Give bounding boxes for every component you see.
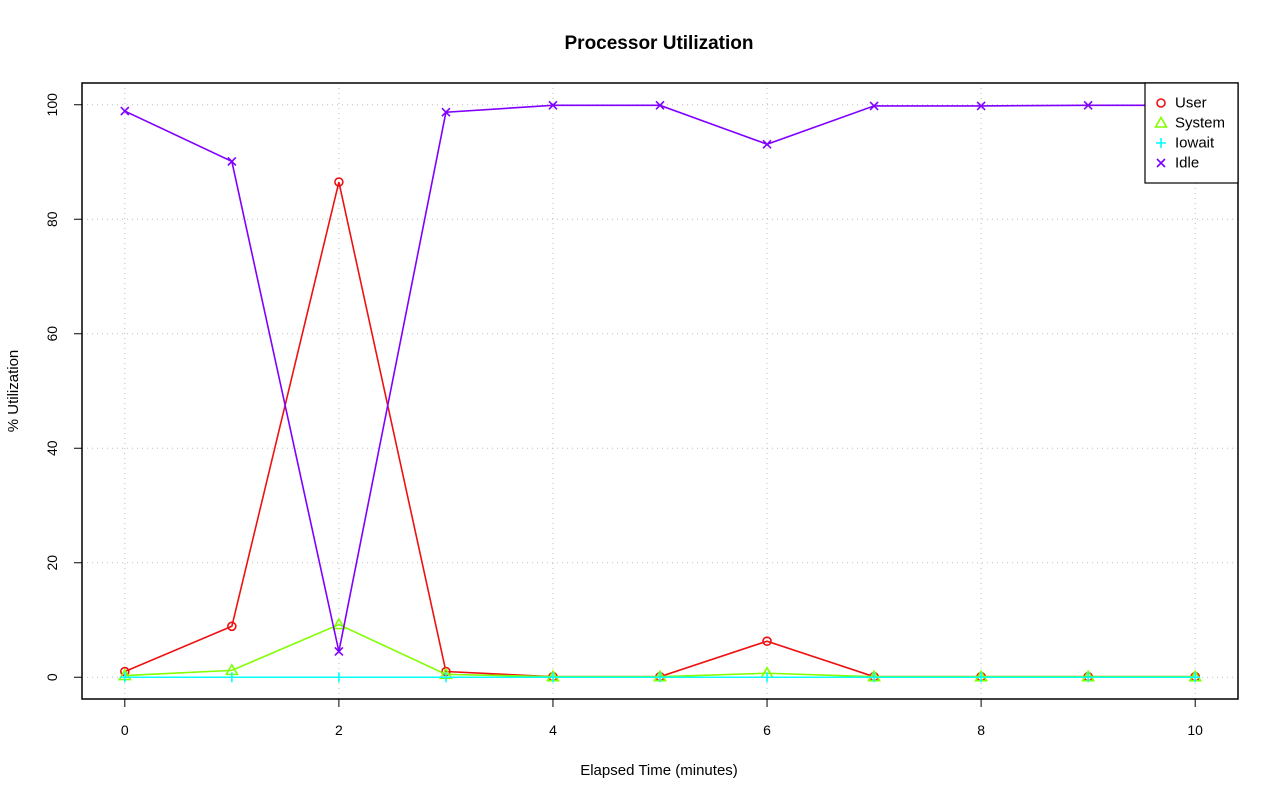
legend-marker-idle (1156, 158, 1166, 168)
data-point-iowait-6 (762, 672, 773, 683)
data-point-iowait-0 (119, 672, 130, 683)
legend: User System Iowait Idle (1144, 82, 1239, 184)
x-tick-label-2: 2 (335, 722, 343, 738)
data-point-idle-0 (120, 106, 130, 116)
data-point-iowait-1 (226, 672, 237, 683)
x-tick-label-0: 0 (121, 722, 129, 738)
x-tick-label-6: 6 (763, 722, 771, 738)
x-axis: 0 2 4 6 8 10 (121, 698, 1203, 738)
x-tick-label-4: 4 (549, 722, 557, 738)
data-point-user-2 (334, 177, 344, 187)
series-iowait (119, 672, 1201, 683)
series-line-idle (124, 104, 1196, 652)
series-layer (117, 100, 1203, 683)
chart-title: Processor Utilization (565, 33, 754, 54)
data-point-iowait-4 (547, 672, 558, 683)
y-tick-label-20: 20 (44, 555, 60, 571)
data-point-iowait-10 (1190, 672, 1201, 683)
data-point-iowait-5 (655, 672, 665, 683)
legend-label-user: User (1175, 95, 1207, 112)
data-point-idle-1 (227, 156, 237, 166)
data-point-system-2 (332, 617, 346, 630)
series-line-system (124, 623, 1196, 678)
legend-label-iowait: Iowait (1175, 135, 1215, 152)
series-line-user (124, 181, 1196, 678)
data-point-idle-2 (334, 646, 344, 657)
y-tick-label-60: 60 (44, 326, 60, 342)
data-point-iowait-9 (1083, 672, 1094, 683)
data-point-idle-4 (548, 100, 558, 110)
legend-marker-system (1154, 115, 1168, 128)
series-user (120, 177, 1200, 682)
y-tick-label-100: 100 (44, 93, 60, 117)
y-tick-label-40: 40 (44, 440, 60, 456)
y-tick-label-80: 80 (44, 211, 60, 227)
legend-label-idle: Idle (1175, 155, 1199, 172)
data-point-iowait-2 (333, 672, 344, 683)
y-tick-label-0: 0 (44, 673, 60, 681)
legend-label-system: System (1175, 115, 1225, 132)
data-point-idle-7 (869, 101, 879, 111)
legend-marker-iowait (1156, 138, 1166, 148)
data-point-idle-9 (1083, 100, 1093, 110)
series-idle (120, 100, 1200, 657)
grid (82, 83, 1238, 699)
data-point-idle-5 (655, 100, 665, 110)
data-point-iowait-7 (869, 672, 880, 683)
data-point-user-1 (227, 621, 237, 632)
plot-frame (81, 82, 1239, 700)
data-point-idle-8 (976, 101, 986, 111)
data-point-idle-6 (762, 139, 772, 149)
legend-marker-user (1156, 98, 1166, 108)
data-point-iowait-8 (976, 672, 987, 683)
y-axis: 0 20 40 60 80 100 (44, 93, 83, 681)
data-point-user-6 (762, 636, 772, 646)
x-tick-label-10: 10 (1187, 722, 1203, 738)
x-axis-label: Elapsed Time (minutes) (580, 762, 738, 779)
y-axis-label: % Utilization (5, 350, 22, 433)
data-point-idle-3 (441, 107, 451, 117)
x-tick-label-8: 8 (977, 722, 985, 738)
data-point-iowait-3 (440, 672, 451, 683)
series-system (117, 617, 1203, 682)
